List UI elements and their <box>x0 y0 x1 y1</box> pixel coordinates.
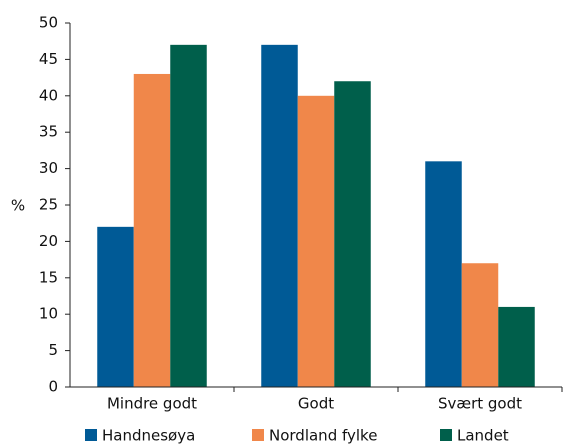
legend-swatch <box>440 429 452 441</box>
y-tick-label: 45 <box>39 50 58 68</box>
legend-label: Nordland fylke <box>269 427 377 445</box>
bar <box>425 161 462 387</box>
bar <box>261 44 298 388</box>
x-tick-label: Godt <box>298 395 334 413</box>
bar <box>498 306 535 387</box>
x-tick-label: Svært godt <box>438 395 522 413</box>
legend-swatch <box>85 429 97 441</box>
legend-label: Handnesøya <box>102 427 195 445</box>
bar <box>334 81 371 388</box>
bar <box>170 44 207 388</box>
bar <box>97 226 134 387</box>
bar <box>297 95 335 388</box>
y-tick-label: 30 <box>39 159 58 177</box>
y-tick-label: 15 <box>39 268 58 286</box>
y-tick-label: 10 <box>39 305 58 323</box>
y-tick-label: 5 <box>48 341 58 359</box>
legend-swatch <box>252 429 264 441</box>
bar <box>461 263 499 387</box>
y-tick-label: 50 <box>39 14 58 32</box>
legend-label: Landet <box>457 427 509 445</box>
x-tick-label: Mindre godt <box>107 395 197 413</box>
y-tick-label: 35 <box>39 123 58 141</box>
y-tick-label: 40 <box>39 86 58 104</box>
bar <box>133 73 171 388</box>
y-tick-label: 0 <box>48 378 58 396</box>
y-axis-label: % <box>11 197 25 215</box>
y-tick-label: 25 <box>39 196 58 214</box>
y-tick-label: 20 <box>39 232 58 250</box>
